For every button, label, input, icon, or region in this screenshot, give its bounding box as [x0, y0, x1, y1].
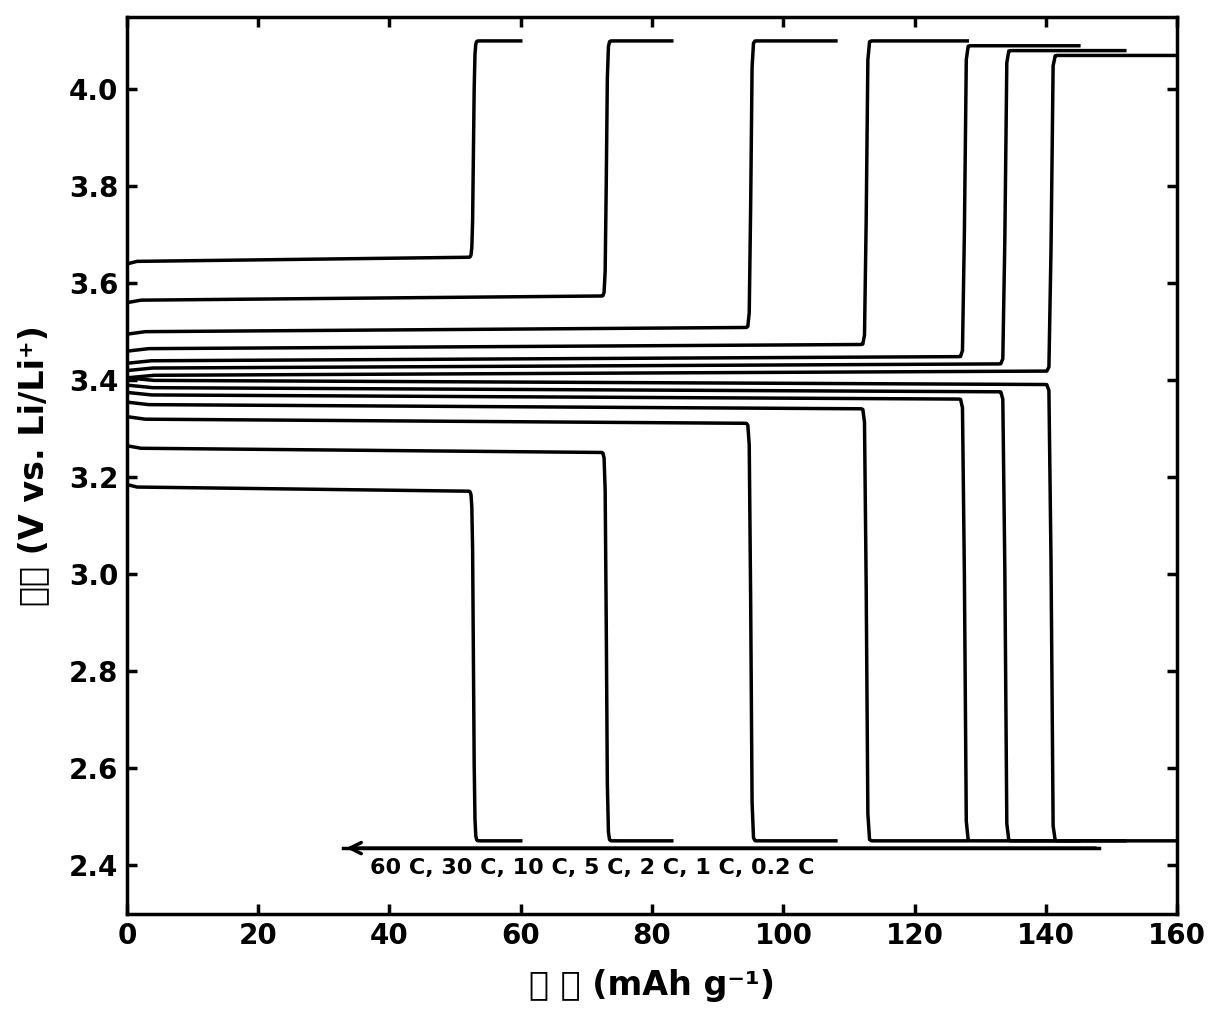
X-axis label: 容 量 (mAh g⁻¹): 容 量 (mAh g⁻¹) — [530, 969, 775, 1003]
Text: 60 C, 30 C, 10 C, 5 C, 2 C, 1 C, 0.2 C: 60 C, 30 C, 10 C, 5 C, 2 C, 1 C, 0.2 C — [369, 858, 815, 877]
Y-axis label: 电压 (V vs. Li/Li⁺): 电压 (V vs. Li/Li⁺) — [17, 325, 50, 605]
